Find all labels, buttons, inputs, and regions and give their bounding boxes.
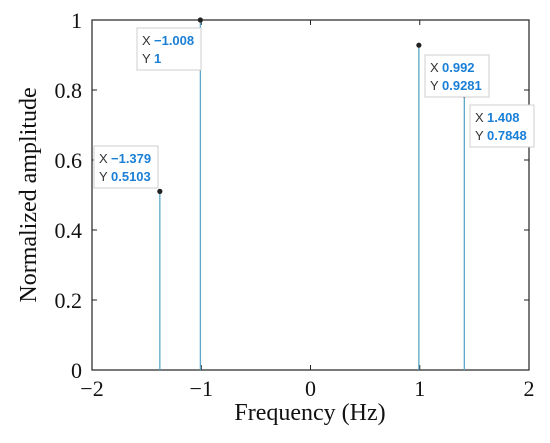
y-tick-label: 0.8 <box>55 78 83 103</box>
datatip-x-value: −1.379 <box>111 151 151 166</box>
datatip-y-value: 0.9281 <box>442 78 482 93</box>
y-tick-label: 0 <box>71 358 82 383</box>
y-axis-label: Normalized amplitude <box>16 87 42 302</box>
datatip-y-value: 0.7848 <box>487 128 527 143</box>
stem-marker[interactable] <box>157 188 163 194</box>
datatip-y-key: Y <box>99 169 108 184</box>
datatip-x-value: −1.008 <box>154 33 194 48</box>
datatip-x-key: X <box>430 60 439 75</box>
y-tick-label: 0.4 <box>55 218 83 243</box>
datatip-box <box>136 27 202 71</box>
datatip-box <box>424 54 490 98</box>
datatip-x-value: 1.408 <box>487 110 520 125</box>
datatip-y-value: 1 <box>154 51 161 66</box>
datatip-x-value: 0.992 <box>442 60 475 75</box>
datatip-y-value: 0.5103 <box>111 169 151 184</box>
datatip-y-key: Y <box>475 128 484 143</box>
y-tick-label: 1 <box>71 8 82 33</box>
axis-ticks: −2 −1 0 1 2 0 0.2 0.4 0.6 0.8 1 <box>55 8 535 401</box>
datatip-x-key: X <box>142 33 151 48</box>
x-tick-label: −2 <box>80 376 103 401</box>
x-axis-label: Frequency (Hz) <box>234 400 385 426</box>
y-tick-label: 0.6 <box>55 148 83 173</box>
datatip-x-key: X <box>475 110 484 125</box>
datatip-y-key: Y <box>142 51 151 66</box>
y-tick-label: 0.2 <box>55 288 83 313</box>
x-tick-label: 1 <box>414 376 425 401</box>
stem-marker[interactable] <box>197 17 203 23</box>
datatip-y-key: Y <box>430 78 439 93</box>
x-tick-label: 0 <box>305 376 316 401</box>
datatip-box <box>469 104 535 148</box>
x-tick-label: 2 <box>524 376 535 401</box>
x-tick-label: −1 <box>190 376 213 401</box>
stem-marker[interactable] <box>416 42 422 48</box>
datatip-box <box>93 145 159 189</box>
datatip-x-key: X <box>99 151 108 166</box>
stem-series <box>157 17 467 370</box>
